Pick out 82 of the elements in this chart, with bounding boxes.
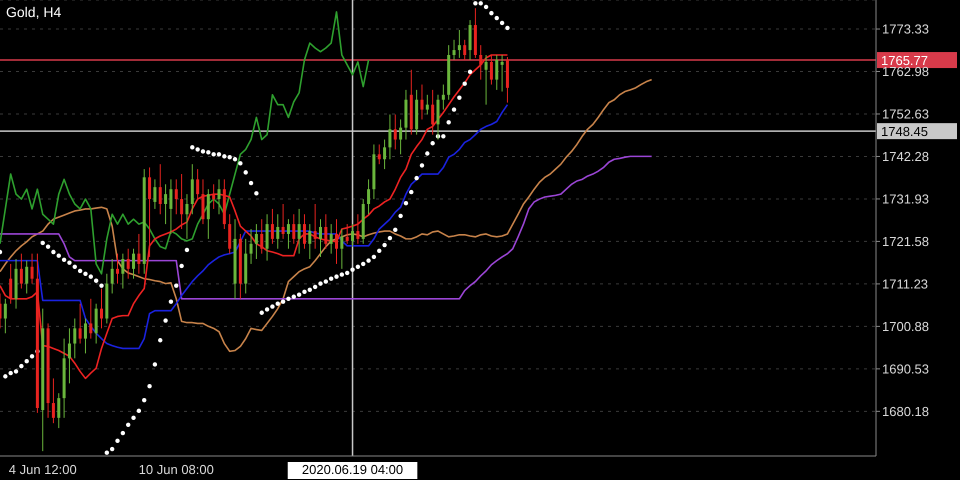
candlestick [148, 166, 152, 258]
candlestick [110, 258, 114, 294]
y-tick-label: 1700.88 [882, 319, 929, 334]
candlestick [30, 253, 34, 284]
candlestick [78, 303, 82, 344]
candlestick [9, 263, 12, 304]
candlestick [431, 89, 434, 136]
candlestick [442, 84, 445, 110]
candlestick [388, 114, 392, 160]
candlestick [276, 214, 280, 250]
candlestick [68, 328, 71, 384]
candlestick [420, 84, 424, 120]
y-tick-label: 1742.28 [882, 149, 929, 164]
candlestick [394, 114, 397, 150]
candlestick [180, 174, 184, 230]
candlestick [484, 54, 488, 106]
candlestick [330, 224, 333, 254]
candlestick [212, 184, 216, 210]
candlestick [126, 248, 130, 280]
candlestick [286, 218, 290, 250]
candlestick [399, 118, 402, 155]
candlestick [57, 392, 60, 429]
candlestick [346, 224, 349, 244]
y-tick-label: 1731.93 [882, 192, 929, 207]
candlestick [52, 378, 55, 424]
candlestick [292, 214, 296, 244]
candlestick [495, 54, 498, 90]
candlestick [378, 144, 381, 165]
candlestick [169, 178, 172, 234]
candlestick [4, 298, 7, 334]
candlestick [340, 228, 344, 270]
candlestick [367, 178, 370, 215]
candlestick [308, 224, 312, 260]
candlestick [153, 178, 156, 210]
y-tick-label: 1721.58 [882, 234, 929, 250]
candlestick [298, 208, 301, 254]
candlestick [164, 184, 168, 225]
x-tick-label: 10 Jun 08:00 [138, 462, 214, 477]
y-tick-label: 1680.18 [882, 404, 929, 419]
candlestick [351, 224, 354, 248]
candlestick [84, 318, 87, 354]
candlestick [100, 288, 103, 329]
candlestick [185, 194, 188, 240]
candlestick [89, 298, 92, 340]
ref-line-label: 1748.45 [881, 124, 928, 140]
candlestick [132, 248, 136, 280]
candlestick [452, 39, 456, 60]
x-tick-label: 4 Jun 12:00 [8, 462, 77, 477]
candlestick [250, 228, 253, 264]
candlestick [116, 253, 120, 284]
y-tick-label: 1711.23 [882, 276, 928, 292]
candlestick [137, 233, 140, 274]
x-tick-label: 2020.06.19 04:00 [302, 462, 404, 477]
y-tick-label: 1690.53 [882, 361, 929, 376]
chart-title: Gold, H4 [6, 4, 62, 20]
candlestick [302, 214, 306, 250]
candlestick [218, 178, 220, 215]
candlestick [260, 218, 264, 254]
candlestick [318, 218, 322, 258]
candlestick [335, 218, 338, 264]
candlestick [426, 94, 429, 116]
y-tick-label: 1752.63 [882, 106, 929, 122]
candlestick [121, 253, 124, 290]
line-series [0, 104, 508, 350]
candlestick [356, 214, 360, 244]
line-series [0, 78, 652, 352]
candlestick [25, 260, 28, 294]
candlestick [196, 168, 200, 200]
candlestick [158, 164, 162, 215]
candlestick [73, 318, 76, 359]
candlestick [282, 203, 285, 240]
candlestick [324, 214, 328, 250]
candlestick [458, 29, 461, 58]
candlestick [500, 54, 504, 92]
candlestick [463, 39, 466, 60]
candlestick [314, 203, 317, 250]
candlestick [20, 253, 23, 290]
candlestick [254, 224, 258, 260]
candlestick [174, 178, 178, 215]
candlestick [383, 139, 386, 170]
y-tick-label: 1773.33 [882, 22, 929, 37]
candlestick [270, 208, 274, 244]
